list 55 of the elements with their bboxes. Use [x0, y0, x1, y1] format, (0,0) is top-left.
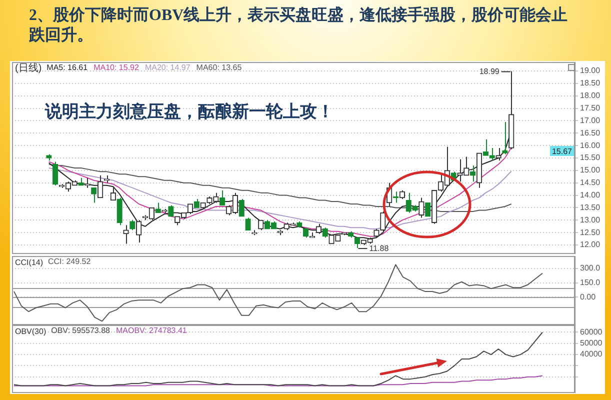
candlestick — [502, 121, 508, 155]
y-tick-label: 15.00 — [580, 166, 601, 175]
chart-title: 2、股价下降时而OBV线上升，表示买盘旺盛，逢低接手强股，股价可能会止跌回升。 — [29, 6, 569, 45]
annotation: 11.88 — [369, 244, 390, 254]
candlestick — [425, 202, 431, 217]
candlestick — [91, 187, 97, 204]
y-tick-label: 13.50 — [580, 202, 601, 212]
text: OBV: 595573.88 — [51, 326, 111, 335]
chart-title: OBV(30) — [15, 327, 46, 336]
y-tick-label: 16.50 — [580, 128, 601, 138]
candlestick — [123, 224, 129, 244]
candlestick — [496, 148, 502, 161]
candlestick — [168, 204, 174, 217]
candlestick — [245, 217, 251, 231]
candlestick — [482, 138, 488, 156]
y-tick-label: 19.00 — [580, 66, 601, 76]
text: MA60: 13.65 — [196, 63, 242, 72]
annotation: 18.99 — [479, 67, 500, 76]
candlestick — [52, 161, 58, 186]
y-tick-label: 50000 — [580, 338, 603, 348]
candlestick — [116, 197, 122, 226]
y-tick-label: 13.00 — [580, 215, 601, 224]
y-tick-label: 16.00 — [580, 140, 601, 150]
candlestick — [316, 223, 322, 234]
candlestick — [489, 148, 495, 161]
y-tick-label: 300.0 — [580, 264, 601, 273]
candlestick — [97, 174, 104, 198]
y-tick-label: 60000 — [580, 327, 603, 336]
y-tick-label: 14.00 — [580, 190, 601, 200]
y-tick-label: 0.00 — [580, 292, 596, 302]
candlestick — [155, 202, 161, 214]
candlestick — [258, 220, 264, 231]
y-tick-label: 40000 — [580, 350, 603, 359]
text: MA10: 15.92 — [94, 63, 140, 72]
y-tick-label: 150.0 — [580, 278, 601, 288]
y-tick-label: 18.00 — [580, 91, 601, 100]
text: MAOBV: 274783.41 — [116, 326, 188, 335]
annotation: 说明主力刻意压盘，酝酿新一轮上攻！ — [44, 102, 334, 121]
y-tick-label: 12.00 — [580, 240, 601, 250]
y-tick-label: 12.50 — [580, 228, 601, 237]
chart-subtitle: (日线) — [15, 62, 42, 74]
text: MA20: 14.97 — [144, 63, 191, 72]
y-tick-label: 14.50 — [580, 178, 601, 188]
y-tick-label: 15.50 — [580, 153, 601, 162]
y-tick-label: 18.50 — [580, 78, 601, 88]
text: 15.67 — [552, 147, 573, 156]
chart-title: CCI(14) — [15, 258, 44, 267]
candlestick — [136, 220, 142, 244]
candlestick — [110, 186, 116, 201]
y-tick-label: 17.00 — [580, 116, 601, 125]
candlestick — [418, 197, 424, 218]
candlestick — [238, 198, 244, 217]
y-tick-label: 17.50 — [580, 103, 601, 112]
text: CCI: 249.52 — [48, 257, 92, 266]
text: MA5: 16.61 — [46, 63, 88, 72]
